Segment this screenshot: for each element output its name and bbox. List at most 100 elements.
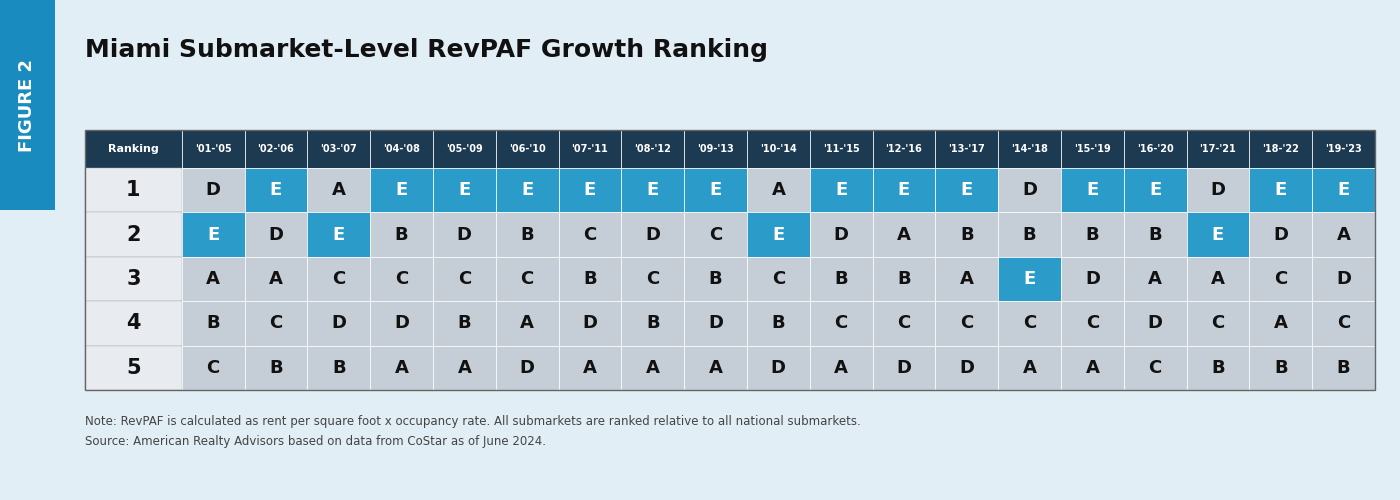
Text: B: B xyxy=(395,226,409,244)
Text: D: D xyxy=(1336,270,1351,288)
Bar xyxy=(1249,130,1312,168)
Text: E: E xyxy=(897,181,910,199)
Text: C: C xyxy=(1086,314,1099,332)
Bar xyxy=(182,168,245,212)
Text: D: D xyxy=(1085,270,1100,288)
Bar xyxy=(85,130,1375,390)
Bar xyxy=(685,168,748,212)
Bar xyxy=(809,168,872,212)
Bar xyxy=(748,257,809,301)
Bar xyxy=(622,168,685,212)
Bar xyxy=(809,130,872,168)
Text: B: B xyxy=(206,314,220,332)
Bar xyxy=(622,212,685,257)
Bar xyxy=(809,212,872,257)
Text: '01-'05: '01-'05 xyxy=(195,144,231,154)
Text: C: C xyxy=(521,270,533,288)
Text: D: D xyxy=(332,314,346,332)
Text: '11-'15: '11-'15 xyxy=(823,144,860,154)
Text: A: A xyxy=(771,181,785,199)
Bar xyxy=(1312,168,1375,212)
Text: A: A xyxy=(1022,359,1036,377)
Text: '05-'09: '05-'09 xyxy=(447,144,483,154)
Bar xyxy=(245,346,308,390)
Text: 4: 4 xyxy=(126,314,140,334)
Text: D: D xyxy=(519,359,535,377)
Bar xyxy=(1061,168,1124,212)
Bar xyxy=(1187,346,1249,390)
Bar xyxy=(685,130,748,168)
Text: C: C xyxy=(1148,359,1162,377)
Bar xyxy=(872,168,935,212)
Text: B: B xyxy=(771,314,785,332)
Bar xyxy=(935,168,998,212)
Text: C: C xyxy=(1023,314,1036,332)
Text: 2: 2 xyxy=(126,224,140,244)
Bar xyxy=(1061,212,1124,257)
Text: '08-'12: '08-'12 xyxy=(634,144,671,154)
Text: D: D xyxy=(582,314,598,332)
Text: B: B xyxy=(1337,359,1351,377)
Bar xyxy=(748,130,809,168)
Bar xyxy=(872,346,935,390)
Bar xyxy=(433,168,496,212)
Text: '16-'20: '16-'20 xyxy=(1137,144,1173,154)
Text: '18-'22: '18-'22 xyxy=(1263,144,1299,154)
Text: E: E xyxy=(458,181,470,199)
Bar xyxy=(809,301,872,346)
Text: B: B xyxy=(1148,226,1162,244)
Text: '10-'14: '10-'14 xyxy=(760,144,797,154)
Text: C: C xyxy=(207,359,220,377)
Text: C: C xyxy=(897,314,910,332)
Bar xyxy=(433,301,496,346)
Bar xyxy=(1249,301,1312,346)
Bar xyxy=(1124,130,1187,168)
Bar xyxy=(496,168,559,212)
Text: '09-'13: '09-'13 xyxy=(697,144,734,154)
Text: D: D xyxy=(645,226,661,244)
Text: '03-'07: '03-'07 xyxy=(321,144,357,154)
Text: D: D xyxy=(896,359,911,377)
Text: B: B xyxy=(708,270,722,288)
Bar xyxy=(935,301,998,346)
Text: D: D xyxy=(959,359,974,377)
Bar xyxy=(0,0,55,210)
Bar xyxy=(935,346,998,390)
Bar xyxy=(85,346,182,390)
Bar xyxy=(748,346,809,390)
Bar xyxy=(872,212,935,257)
Bar xyxy=(1187,301,1249,346)
Text: C: C xyxy=(708,226,722,244)
Bar xyxy=(433,346,496,390)
Bar xyxy=(370,212,433,257)
Bar xyxy=(1124,346,1187,390)
Text: C: C xyxy=(1274,270,1288,288)
Bar xyxy=(370,168,433,212)
Bar xyxy=(496,346,559,390)
Bar xyxy=(245,130,308,168)
Text: Ranking: Ranking xyxy=(108,144,158,154)
Text: B: B xyxy=(521,226,533,244)
Bar xyxy=(998,168,1061,212)
Text: E: E xyxy=(270,181,281,199)
Bar xyxy=(1061,130,1124,168)
Bar xyxy=(496,130,559,168)
Text: A: A xyxy=(1274,314,1288,332)
Text: B: B xyxy=(458,314,472,332)
Bar xyxy=(85,257,182,301)
Bar xyxy=(182,130,245,168)
Text: D: D xyxy=(269,226,283,244)
Bar xyxy=(809,346,872,390)
Text: A: A xyxy=(960,270,974,288)
Bar xyxy=(998,130,1061,168)
Bar xyxy=(1249,346,1312,390)
Text: FIGURE 2: FIGURE 2 xyxy=(18,58,36,152)
Text: A: A xyxy=(582,359,596,377)
Text: E: E xyxy=(584,181,596,199)
Text: C: C xyxy=(771,270,785,288)
Bar xyxy=(308,168,370,212)
Bar xyxy=(245,301,308,346)
Bar xyxy=(245,212,308,257)
Text: E: E xyxy=(647,181,659,199)
Bar xyxy=(998,301,1061,346)
